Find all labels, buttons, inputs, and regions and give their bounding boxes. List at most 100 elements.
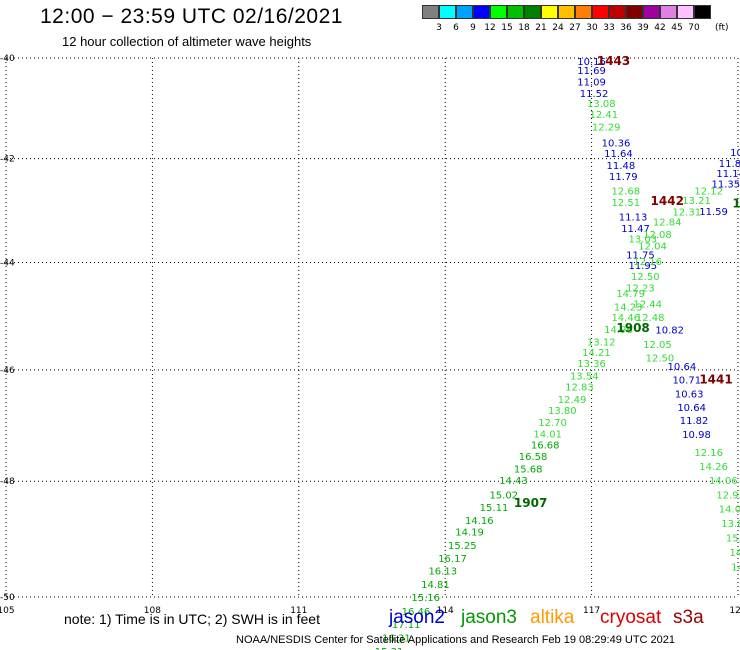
wave-height-value: 12.12 <box>694 187 723 198</box>
lon-tick-label: 108 <box>144 606 161 616</box>
lon-tick-label: 105 <box>0 606 15 616</box>
scale-swatch <box>592 5 609 19</box>
wave-height-value: 15.31 <box>375 647 404 650</box>
wave-height-value: 12.48 <box>636 313 665 324</box>
wave-height-value: 14.26 <box>699 462 728 473</box>
wave-height-value: 14.79 <box>616 289 645 300</box>
wave-height-value: 15.02 <box>489 490 518 501</box>
scale-swatch <box>643 5 660 19</box>
wave-height-value: 16.68 <box>531 441 560 452</box>
wave-height-value: 15.8 <box>726 533 740 544</box>
scale-label: 18 <box>518 23 530 33</box>
lat-tick-label: -50 <box>0 593 15 603</box>
wave-height-value: 14 <box>731 563 740 574</box>
scale-label: 12 <box>484 23 496 33</box>
scale-label: 6 <box>453 23 459 33</box>
pass-number-label: 1908 <box>616 321 649 335</box>
wave-height-value: 11.64 <box>604 149 633 160</box>
wave-height-value: 12.16 <box>633 257 662 268</box>
wave-height-value: 10 <box>730 148 740 159</box>
wave-height-value: 16.31 <box>382 634 411 645</box>
scale-swatch <box>609 5 626 19</box>
wave-height-value: 14.46 <box>611 313 640 324</box>
wave-height-value: 14.23 <box>614 302 643 313</box>
wave-height-value: 10.36 <box>602 138 631 149</box>
wave-height-value: 14.19 <box>455 528 484 539</box>
scale-label: 27 <box>569 23 581 33</box>
scale-swatch <box>694 5 711 19</box>
satellite-legend-altika: altika <box>530 607 575 628</box>
pass-labels: 1443144219081441190719061 <box>514 54 740 510</box>
axis-ticks: 105108111114117120-40-42-44-46-48-50 <box>0 54 740 616</box>
page-subtitle: 12 hour collection of altimeter wave hei… <box>62 34 312 49</box>
scale-label: 3 <box>436 23 442 33</box>
pass-number-label: 1441 <box>699 373 732 387</box>
wave-height-value: 12.70 <box>538 418 567 429</box>
wave-height-value: 12.08 <box>643 230 672 241</box>
lon-tick-label: 114 <box>437 606 454 616</box>
wave-height-value: 14.81 <box>421 580 450 591</box>
wave-height-value: 11.09 <box>577 77 606 88</box>
scale-label: 70 <box>688 23 700 33</box>
wave-height-value: 10.98 <box>682 430 711 441</box>
wave-height-value: 11.59 <box>699 207 728 218</box>
lat-tick-label: -40 <box>0 54 15 64</box>
scale-unit: (ft) <box>715 23 729 33</box>
wave-height-value: 14.07 <box>719 505 740 516</box>
wave-height-value: 13.36 <box>577 359 606 370</box>
wave-height-value: 16.46 <box>402 607 431 618</box>
satellite-legend-s3a: s3a <box>673 607 704 628</box>
wave-height-value: 10.71 <box>672 376 701 387</box>
wave-height-value: 15.11 <box>480 503 509 514</box>
scale-swatch <box>490 5 507 19</box>
wave-height-value: 12.84 <box>653 218 682 229</box>
lat-tick-label: -44 <box>0 258 15 268</box>
scale-label: 30 <box>586 23 598 33</box>
wave-height-value: 15.68 <box>514 465 543 476</box>
scale-label: 15 <box>501 23 513 33</box>
scale-label: 45 <box>671 23 683 33</box>
footer-credit: NOAA/NESDIS Center for Satellite Applica… <box>236 634 676 646</box>
pass-number-label: 1443 <box>597 54 630 68</box>
lat-tick-label: -48 <box>0 477 15 487</box>
wave-height-value: 11.47 <box>621 224 650 235</box>
wave-height-value: 11.95 <box>629 261 658 272</box>
scale-swatch <box>575 5 592 19</box>
wave-height-value: 16.58 <box>519 452 548 463</box>
wave-height-value: 10.16 <box>577 57 606 68</box>
wave-height-value: 11.75 <box>626 250 655 261</box>
wave-height-value: 14.21 <box>582 348 611 359</box>
wave-height-value: 14.06 <box>709 476 738 487</box>
wave-height-value: 14.16 <box>465 516 494 527</box>
scale-swatch <box>677 5 694 19</box>
wave-height-value: 12.49 <box>558 395 587 406</box>
wave-height-value: 12.23 <box>626 284 655 295</box>
footer-note: note: 1) Time is in UTC; 2) SWH is in fe… <box>64 611 320 627</box>
scale-label: 39 <box>637 23 649 33</box>
lon-tick-label: 120 <box>729 606 740 616</box>
wave-height-value: 12.44 <box>633 300 662 311</box>
wave-height-value: 11.48 <box>607 161 636 172</box>
wave-height-value: 11.82 <box>719 159 740 170</box>
wave-height-value: 11.79 <box>609 172 638 183</box>
scale-swatch <box>456 5 473 19</box>
wave-height-value: 12.68 <box>611 187 640 198</box>
pass-number-label: 1 <box>732 197 740 211</box>
wave-height-value: 12.51 <box>611 198 640 209</box>
wave-height-value: 13.08 <box>587 99 616 110</box>
wave-height-value: 10.82 <box>655 325 684 336</box>
scale-swatch <box>507 5 524 19</box>
wave-height-value: 13.03 <box>629 234 658 245</box>
lat-tick-label: -46 <box>0 366 15 376</box>
wave-height-value: 14.96 <box>604 325 633 336</box>
satellite-legend-jason2: jason2 <box>389 607 445 628</box>
wave-height-value: 13.54 <box>570 372 599 383</box>
scale-swatch <box>439 5 456 19</box>
wave-height-value: 12.50 <box>646 354 675 365</box>
scale-swatch <box>626 5 643 19</box>
wave-height-value: 12.04 <box>638 241 667 252</box>
wave-height-value: 11.13 <box>619 213 648 224</box>
scale-swatch <box>660 5 677 19</box>
lon-tick-label: 117 <box>583 606 600 616</box>
